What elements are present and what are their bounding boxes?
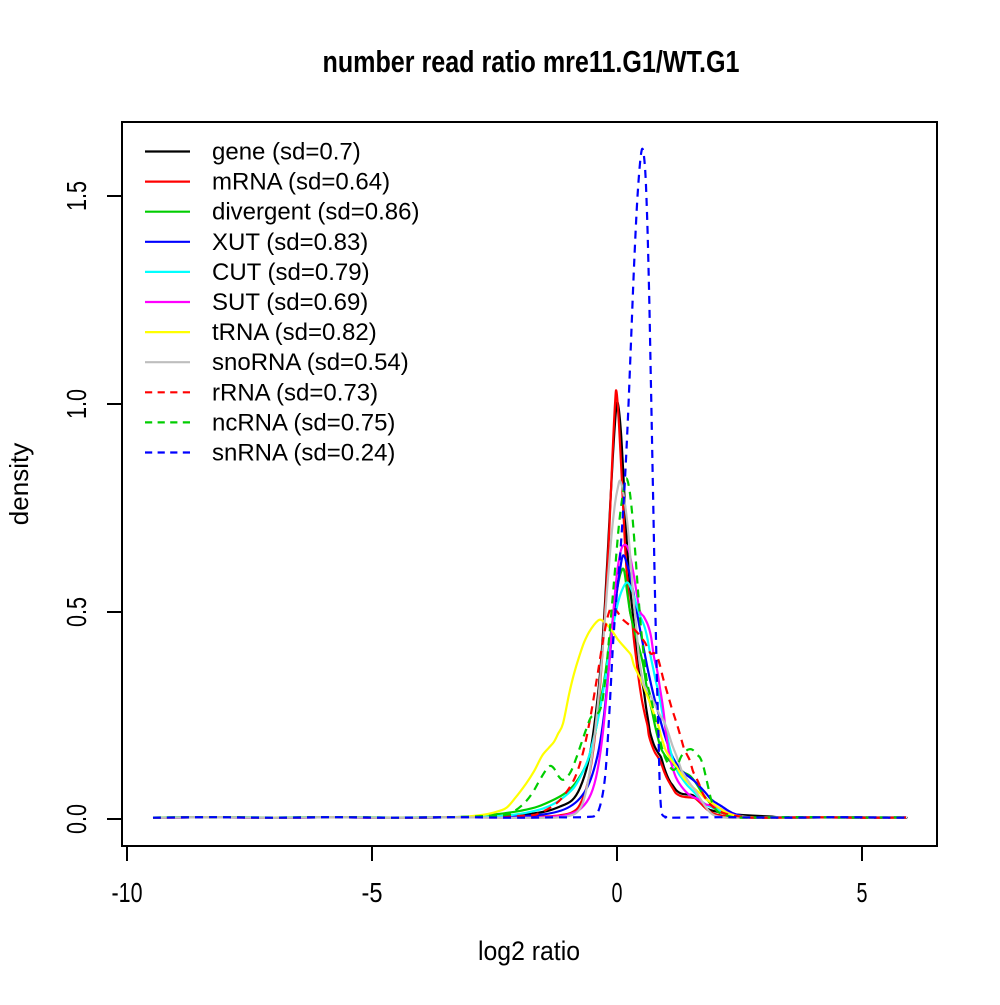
svg-text:density: density bbox=[4, 443, 34, 525]
svg-text:0: 0 bbox=[612, 877, 623, 908]
svg-text:1.0: 1.0 bbox=[61, 389, 92, 419]
svg-text:snRNA (sd=0.24): snRNA (sd=0.24) bbox=[212, 440, 395, 467]
svg-text:SUT (sd=0.69): SUT (sd=0.69) bbox=[212, 289, 368, 316]
svg-text:snoRNA (sd=0.54): snoRNA (sd=0.54) bbox=[212, 349, 409, 376]
svg-text:1.5: 1.5 bbox=[61, 181, 92, 211]
svg-text:5: 5 bbox=[857, 877, 868, 908]
svg-text:XUT (sd=0.83): XUT (sd=0.83) bbox=[212, 229, 368, 256]
svg-text:-5: -5 bbox=[362, 877, 383, 908]
svg-text:rRNA (sd=0.73): rRNA (sd=0.73) bbox=[212, 379, 378, 406]
svg-text:CUT (sd=0.79): CUT (sd=0.79) bbox=[212, 259, 370, 286]
svg-text:tRNA (sd=0.82): tRNA (sd=0.82) bbox=[212, 319, 377, 346]
svg-text:divergent (sd=0.86): divergent (sd=0.86) bbox=[212, 199, 419, 226]
svg-text:log2 ratio: log2 ratio bbox=[478, 936, 580, 966]
svg-text:number read ratio mre11.G1/WT.: number read ratio mre11.G1/WT.G1 bbox=[323, 45, 740, 79]
svg-text:mRNA (sd=0.64): mRNA (sd=0.64) bbox=[212, 169, 390, 196]
svg-text:0.0: 0.0 bbox=[61, 804, 92, 834]
svg-text:0.5: 0.5 bbox=[61, 597, 92, 627]
svg-text:ncRNA (sd=0.75): ncRNA (sd=0.75) bbox=[212, 409, 395, 436]
svg-text:gene (sd=0.7): gene (sd=0.7) bbox=[212, 139, 361, 166]
svg-text:-10: -10 bbox=[112, 877, 143, 908]
